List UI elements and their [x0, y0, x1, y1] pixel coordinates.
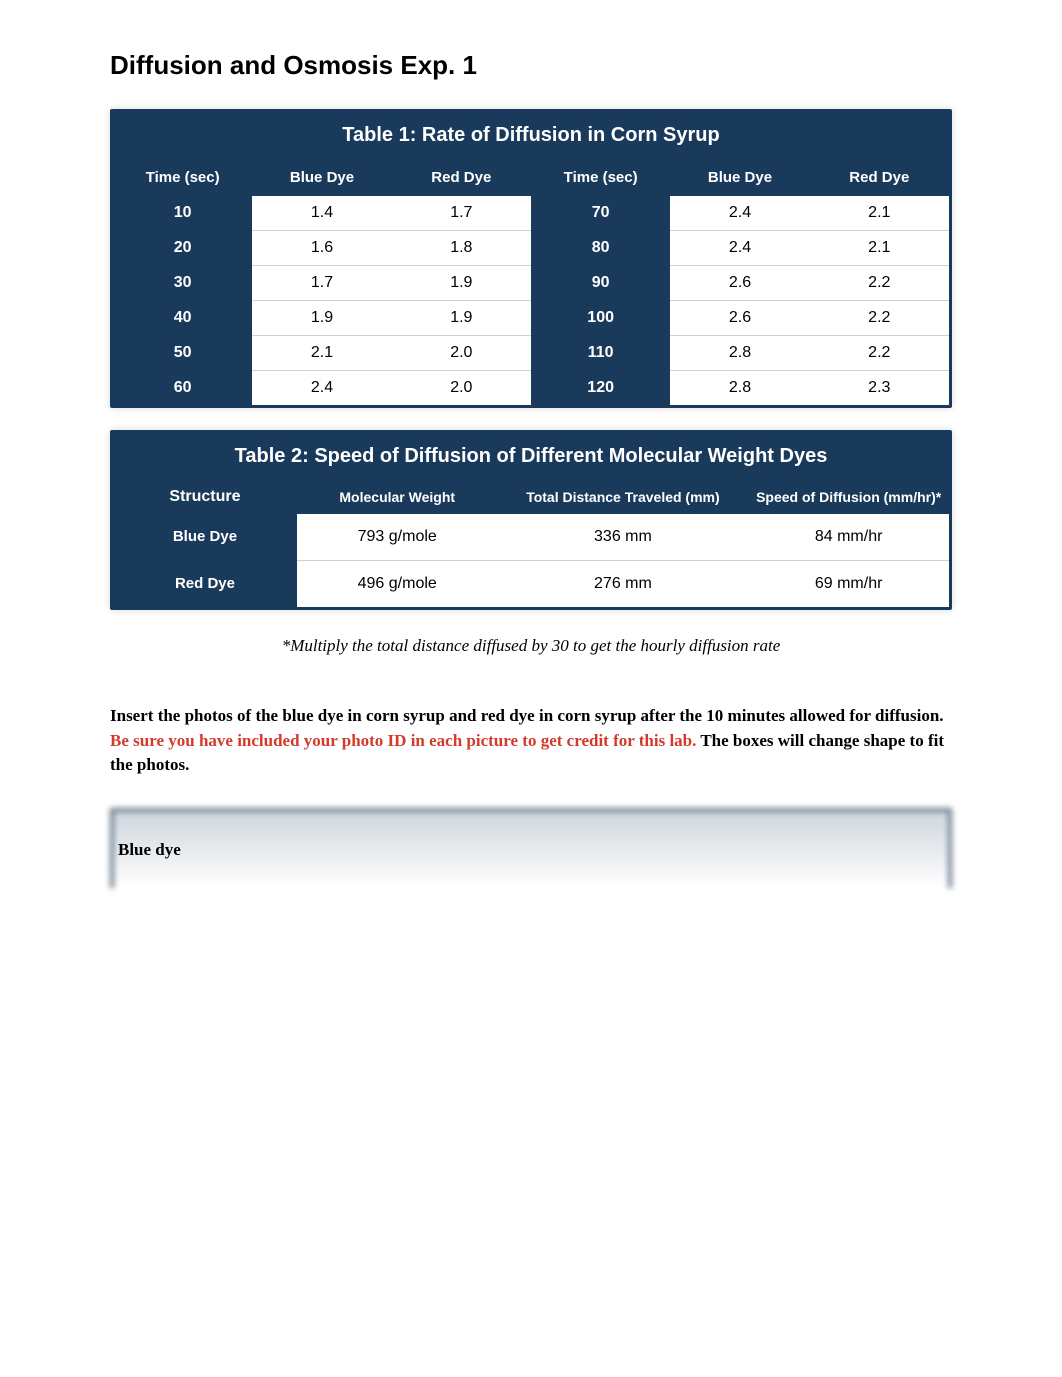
table-1-header-row: Time (sec) Blue Dye Red Dye Time (sec) B… — [113, 159, 949, 196]
data-cell: 2.2 — [810, 336, 949, 371]
col-header: Structure — [113, 480, 297, 514]
time-cell: 120 — [531, 371, 670, 405]
data-cell: 1.9 — [392, 301, 531, 336]
col-header: Time (sec) — [531, 159, 670, 196]
time-cell: 60 — [113, 371, 252, 405]
data-cell: 1.8 — [392, 231, 531, 266]
table-row: Blue Dye793 g/mole336 mm84 mm/hr — [113, 514, 949, 561]
data-cell: 793 g/mole — [297, 514, 498, 561]
table-2-header-row: Structure Molecular Weight Total Distanc… — [113, 480, 949, 514]
table-row: 401.91.91002.62.2 — [113, 301, 949, 336]
time-cell: 80 — [531, 231, 670, 266]
table-2: Table 2: Speed of Diffusion of Different… — [110, 430, 952, 610]
table-row: 502.12.01102.82.2 — [113, 336, 949, 371]
data-cell: 2.1 — [252, 336, 391, 371]
data-cell: 1.4 — [252, 196, 391, 231]
data-cell: 2.0 — [392, 371, 531, 405]
col-header: Total Distance Traveled (mm) — [498, 480, 749, 514]
row-label: Blue Dye — [113, 514, 297, 561]
data-cell: 2.6 — [670, 301, 809, 336]
time-cell: 20 — [113, 231, 252, 266]
table-row: 602.42.01202.82.3 — [113, 371, 949, 405]
table-2-title: Table 2: Speed of Diffusion of Different… — [113, 433, 949, 480]
instructions: Insert the photos of the blue dye in cor… — [110, 704, 952, 778]
photo-label-blue: Blue dye — [118, 840, 952, 860]
data-cell: 2.8 — [670, 336, 809, 371]
table-row: Red Dye496 g/mole276 mm69 mm/hr — [113, 561, 949, 607]
col-header: Blue Dye — [670, 159, 809, 196]
time-cell: 100 — [531, 301, 670, 336]
time-cell: 70 — [531, 196, 670, 231]
data-cell: 2.2 — [810, 301, 949, 336]
footnote: *Multiply the total distance diffused by… — [110, 636, 952, 656]
data-cell: 2.6 — [670, 266, 809, 301]
data-cell: 2.8 — [670, 371, 809, 405]
table-1-title: Table 1: Rate of Diffusion in Corn Syrup — [113, 112, 949, 159]
table-row: 301.71.9902.62.2 — [113, 266, 949, 301]
data-cell: 69 mm/hr — [748, 561, 949, 607]
col-header: Red Dye — [392, 159, 531, 196]
instructions-part-1: Insert the photos of the blue dye in cor… — [110, 706, 944, 725]
data-cell: 2.3 — [810, 371, 949, 405]
data-cell: 336 mm — [498, 514, 749, 561]
instructions-part-2: Be sure you have included your photo ID … — [110, 731, 696, 750]
data-cell: 2.2 — [810, 266, 949, 301]
page-blur-overlay — [0, 1057, 1062, 1377]
time-cell: 50 — [113, 336, 252, 371]
col-header: Blue Dye — [252, 159, 391, 196]
col-header: Molecular Weight — [297, 480, 498, 514]
time-cell: 90 — [531, 266, 670, 301]
col-header: Time (sec) — [113, 159, 252, 196]
table-row: 101.41.7702.42.1 — [113, 196, 949, 231]
table-1: Table 1: Rate of Diffusion in Corn Syrup… — [110, 109, 952, 408]
data-cell: 1.6 — [252, 231, 391, 266]
data-cell: 84 mm/hr — [748, 514, 949, 561]
data-cell: 496 g/mole — [297, 561, 498, 607]
data-cell: 2.1 — [810, 231, 949, 266]
data-cell: 2.4 — [252, 371, 391, 405]
time-cell: 30 — [113, 266, 252, 301]
col-header: Speed of Diffusion (mm/hr)* — [748, 480, 949, 514]
data-cell: 2.4 — [670, 231, 809, 266]
data-cell: 2.1 — [810, 196, 949, 231]
row-label: Red Dye — [113, 561, 297, 607]
data-cell: 2.0 — [392, 336, 531, 371]
data-cell: 1.9 — [252, 301, 391, 336]
time-cell: 110 — [531, 336, 670, 371]
data-cell: 1.7 — [252, 266, 391, 301]
page-title: Diffusion and Osmosis Exp. 1 — [110, 50, 952, 81]
data-cell: 2.4 — [670, 196, 809, 231]
col-header: Red Dye — [810, 159, 949, 196]
data-cell: 1.7 — [392, 196, 531, 231]
data-cell: 276 mm — [498, 561, 749, 607]
data-cell: 1.9 — [392, 266, 531, 301]
table-row: 201.61.8802.42.1 — [113, 231, 949, 266]
time-cell: 10 — [113, 196, 252, 231]
time-cell: 40 — [113, 301, 252, 336]
